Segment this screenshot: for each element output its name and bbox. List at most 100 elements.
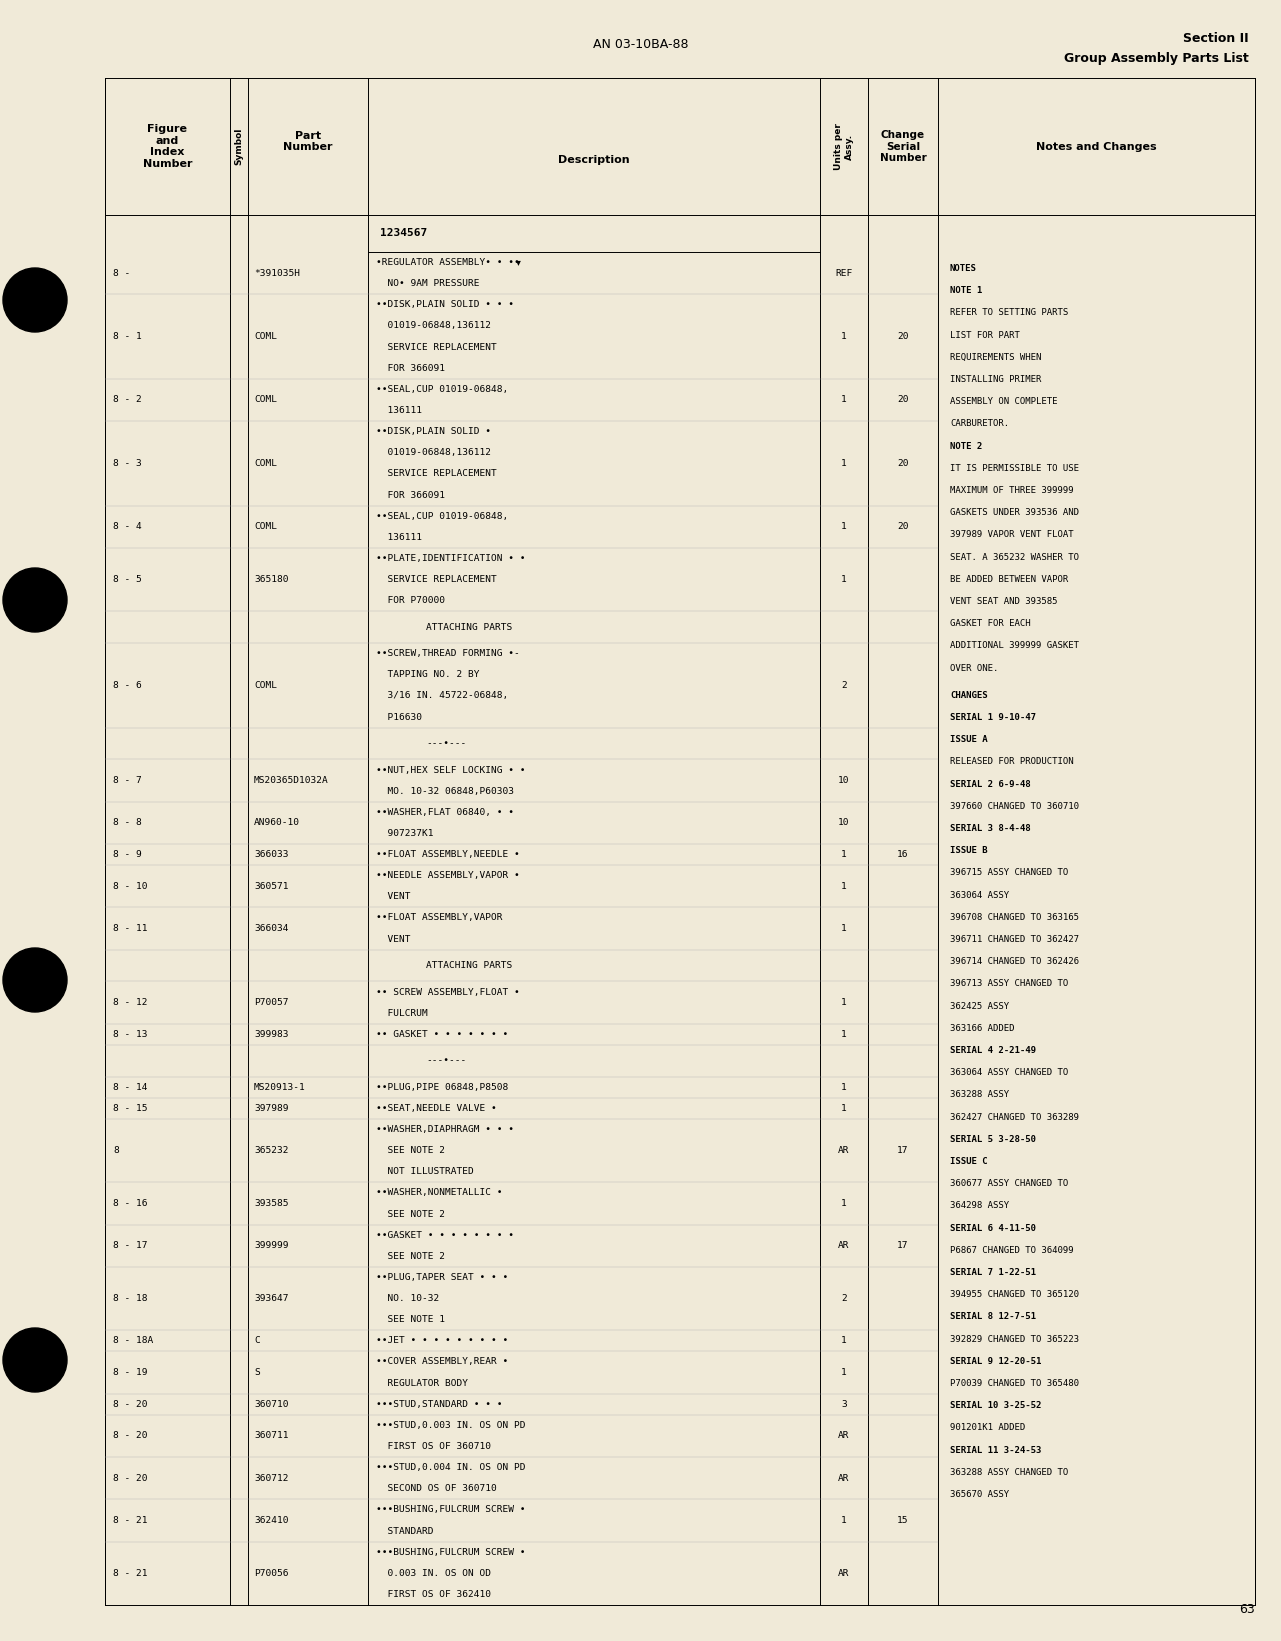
Text: ••JET • • • • • • • • •: ••JET • • • • • • • • • xyxy=(377,1336,509,1346)
Text: ••SEAL,CUP 01019-06848,: ••SEAL,CUP 01019-06848, xyxy=(377,512,509,520)
Text: 360712: 360712 xyxy=(254,1474,288,1483)
Text: 8: 8 xyxy=(113,1145,119,1155)
Circle shape xyxy=(3,568,67,632)
Text: ---•---: ---•--- xyxy=(427,1057,466,1065)
Text: 8 - 10: 8 - 10 xyxy=(113,881,147,891)
Text: 8 - 16: 8 - 16 xyxy=(113,1200,147,1208)
Text: 396711 CHANGED TO 362427: 396711 CHANGED TO 362427 xyxy=(951,935,1079,944)
Text: ••PLUG,TAPER SEAT • • •: ••PLUG,TAPER SEAT • • • xyxy=(377,1273,509,1282)
Text: MO. 10-32 06848,P60303: MO. 10-32 06848,P60303 xyxy=(377,786,514,796)
Text: 362427 CHANGED TO 363289: 362427 CHANGED TO 363289 xyxy=(951,1113,1079,1121)
Text: •• SCREW ASSEMBLY,FLOAT •: •• SCREW ASSEMBLY,FLOAT • xyxy=(377,988,520,996)
Text: Change
Serial
Number: Change Serial Number xyxy=(880,130,926,162)
Text: 3: 3 xyxy=(842,1400,847,1408)
Text: Part
Number: Part Number xyxy=(283,131,333,153)
Text: ••WASHER,NONMETALLIC •: ••WASHER,NONMETALLIC • xyxy=(377,1188,502,1198)
Text: SEE NOTE 2: SEE NOTE 2 xyxy=(377,1252,445,1260)
Text: 10: 10 xyxy=(838,776,849,784)
Text: BE ADDED BETWEEN VAPOR: BE ADDED BETWEEN VAPOR xyxy=(951,574,1068,584)
Text: ••DISK,PLAIN SOLID • • •: ••DISK,PLAIN SOLID • • • xyxy=(377,300,514,310)
Text: 8 - 14: 8 - 14 xyxy=(113,1083,147,1091)
Text: 1: 1 xyxy=(842,574,847,584)
Text: 1: 1 xyxy=(842,1369,847,1377)
Text: 901201K1 ADDED: 901201K1 ADDED xyxy=(951,1423,1025,1433)
Text: SERVICE REPLACEMENT: SERVICE REPLACEMENT xyxy=(377,469,497,479)
Text: ••SEAT,NEEDLE VALVE •: ••SEAT,NEEDLE VALVE • xyxy=(377,1104,497,1113)
Text: NOTE 1: NOTE 1 xyxy=(951,286,983,295)
Text: CARBURETOR.: CARBURETOR. xyxy=(951,420,1009,428)
Text: ISSUE C: ISSUE C xyxy=(951,1157,988,1167)
Text: ADDITIONAL 399999 GASKET: ADDITIONAL 399999 GASKET xyxy=(951,642,1079,650)
Text: NO. 10-32: NO. 10-32 xyxy=(377,1295,439,1303)
Text: COML: COML xyxy=(254,395,277,404)
Text: 15: 15 xyxy=(897,1516,908,1524)
Text: 362425 ASSY: 362425 ASSY xyxy=(951,1001,1009,1011)
Text: Symbol: Symbol xyxy=(234,128,243,166)
Text: 20: 20 xyxy=(897,459,908,468)
Text: Group Assembly Parts List: Group Assembly Parts List xyxy=(1065,53,1249,66)
Text: 20: 20 xyxy=(897,522,908,532)
Text: 1: 1 xyxy=(842,1200,847,1208)
Text: COML: COML xyxy=(254,459,277,468)
Text: 1234567: 1234567 xyxy=(380,228,428,238)
Text: •••STUD,STANDARD • • •: •••STUD,STANDARD • • • xyxy=(377,1400,502,1408)
Text: VENT: VENT xyxy=(377,893,410,901)
Text: 17: 17 xyxy=(897,1145,908,1155)
Text: 17: 17 xyxy=(897,1241,908,1250)
Text: P6867 CHANGED TO 364099: P6867 CHANGED TO 364099 xyxy=(951,1246,1073,1255)
Text: •REGULATOR ASSEMBLY• • ••: •REGULATOR ASSEMBLY• • •• xyxy=(377,258,520,267)
Text: GASKETS UNDER 393536 AND: GASKETS UNDER 393536 AND xyxy=(951,509,1079,517)
Text: 393647: 393647 xyxy=(254,1295,288,1303)
Text: 3/16 IN. 45722-06848,: 3/16 IN. 45722-06848, xyxy=(377,691,509,701)
Text: 136111: 136111 xyxy=(377,405,421,415)
Text: 8 - 2: 8 - 2 xyxy=(113,395,142,404)
Text: NOT ILLUSTRATED: NOT ILLUSTRATED xyxy=(377,1167,474,1177)
Text: 63: 63 xyxy=(1239,1603,1255,1616)
Text: 363064 ASSY CHANGED TO: 363064 ASSY CHANGED TO xyxy=(951,1068,1068,1076)
Text: 20: 20 xyxy=(897,331,908,341)
Text: MS20365D1032A: MS20365D1032A xyxy=(254,776,329,784)
Text: 364298 ASSY: 364298 ASSY xyxy=(951,1201,1009,1211)
Text: 360710: 360710 xyxy=(254,1400,288,1408)
Circle shape xyxy=(3,948,67,1012)
Text: 8 - 18A: 8 - 18A xyxy=(113,1336,154,1346)
Text: SERIAL 2 6-9-48: SERIAL 2 6-9-48 xyxy=(951,779,1031,789)
Text: 392829 CHANGED TO 365223: 392829 CHANGED TO 365223 xyxy=(951,1334,1079,1344)
Text: SERIAL 11 3-24-53: SERIAL 11 3-24-53 xyxy=(951,1446,1041,1454)
Text: COML: COML xyxy=(254,522,277,532)
Text: ••SEAL,CUP 01019-06848,: ••SEAL,CUP 01019-06848, xyxy=(377,386,509,394)
Text: 8 - 9: 8 - 9 xyxy=(113,850,142,858)
Text: FIRST OS OF 362410: FIRST OS OF 362410 xyxy=(377,1590,491,1598)
Text: SERVICE REPLACEMENT: SERVICE REPLACEMENT xyxy=(377,574,497,584)
Text: 365670 ASSY: 365670 ASSY xyxy=(951,1490,1009,1498)
Text: SERIAL 8 12-7-51: SERIAL 8 12-7-51 xyxy=(951,1313,1036,1321)
Text: P70039 CHANGED TO 365480: P70039 CHANGED TO 365480 xyxy=(951,1378,1079,1388)
Text: ••GASKET • • • • • • • •: ••GASKET • • • • • • • • xyxy=(377,1231,514,1239)
Text: STANDARD: STANDARD xyxy=(377,1526,433,1536)
Text: *391035H: *391035H xyxy=(254,269,300,277)
Text: SEE NOTE 2: SEE NOTE 2 xyxy=(377,1209,445,1219)
Text: SERIAL 7 1-22-51: SERIAL 7 1-22-51 xyxy=(951,1268,1036,1277)
Text: 397989: 397989 xyxy=(254,1104,288,1113)
Text: C: C xyxy=(254,1336,260,1346)
Text: AR: AR xyxy=(838,1474,849,1483)
Text: 1: 1 xyxy=(842,395,847,404)
Text: 399999: 399999 xyxy=(254,1241,288,1250)
Text: ISSUE A: ISSUE A xyxy=(951,735,988,745)
Circle shape xyxy=(3,1328,67,1392)
Text: 8 - 11: 8 - 11 xyxy=(113,924,147,934)
Text: SERIAL 5 3-28-50: SERIAL 5 3-28-50 xyxy=(951,1136,1036,1144)
Text: 8 - 5: 8 - 5 xyxy=(113,574,142,584)
Text: 136111: 136111 xyxy=(377,533,421,542)
Text: FOR 366091: FOR 366091 xyxy=(377,491,445,499)
Text: VENT SEAT AND 393585: VENT SEAT AND 393585 xyxy=(951,597,1058,606)
Text: 1: 1 xyxy=(842,522,847,532)
Text: 8 - 19: 8 - 19 xyxy=(113,1369,147,1377)
Text: 01019-06848,136112: 01019-06848,136112 xyxy=(377,448,491,458)
Text: RELEASED FOR PRODUCTION: RELEASED FOR PRODUCTION xyxy=(951,758,1073,766)
Text: 366034: 366034 xyxy=(254,924,288,934)
Text: 8 - 20: 8 - 20 xyxy=(113,1431,147,1441)
Text: 1: 1 xyxy=(842,1516,847,1524)
Text: REQUIREMENTS WHEN: REQUIREMENTS WHEN xyxy=(951,353,1041,361)
Text: ••FLOAT ASSEMBLY,VAPOR: ••FLOAT ASSEMBLY,VAPOR xyxy=(377,914,502,922)
